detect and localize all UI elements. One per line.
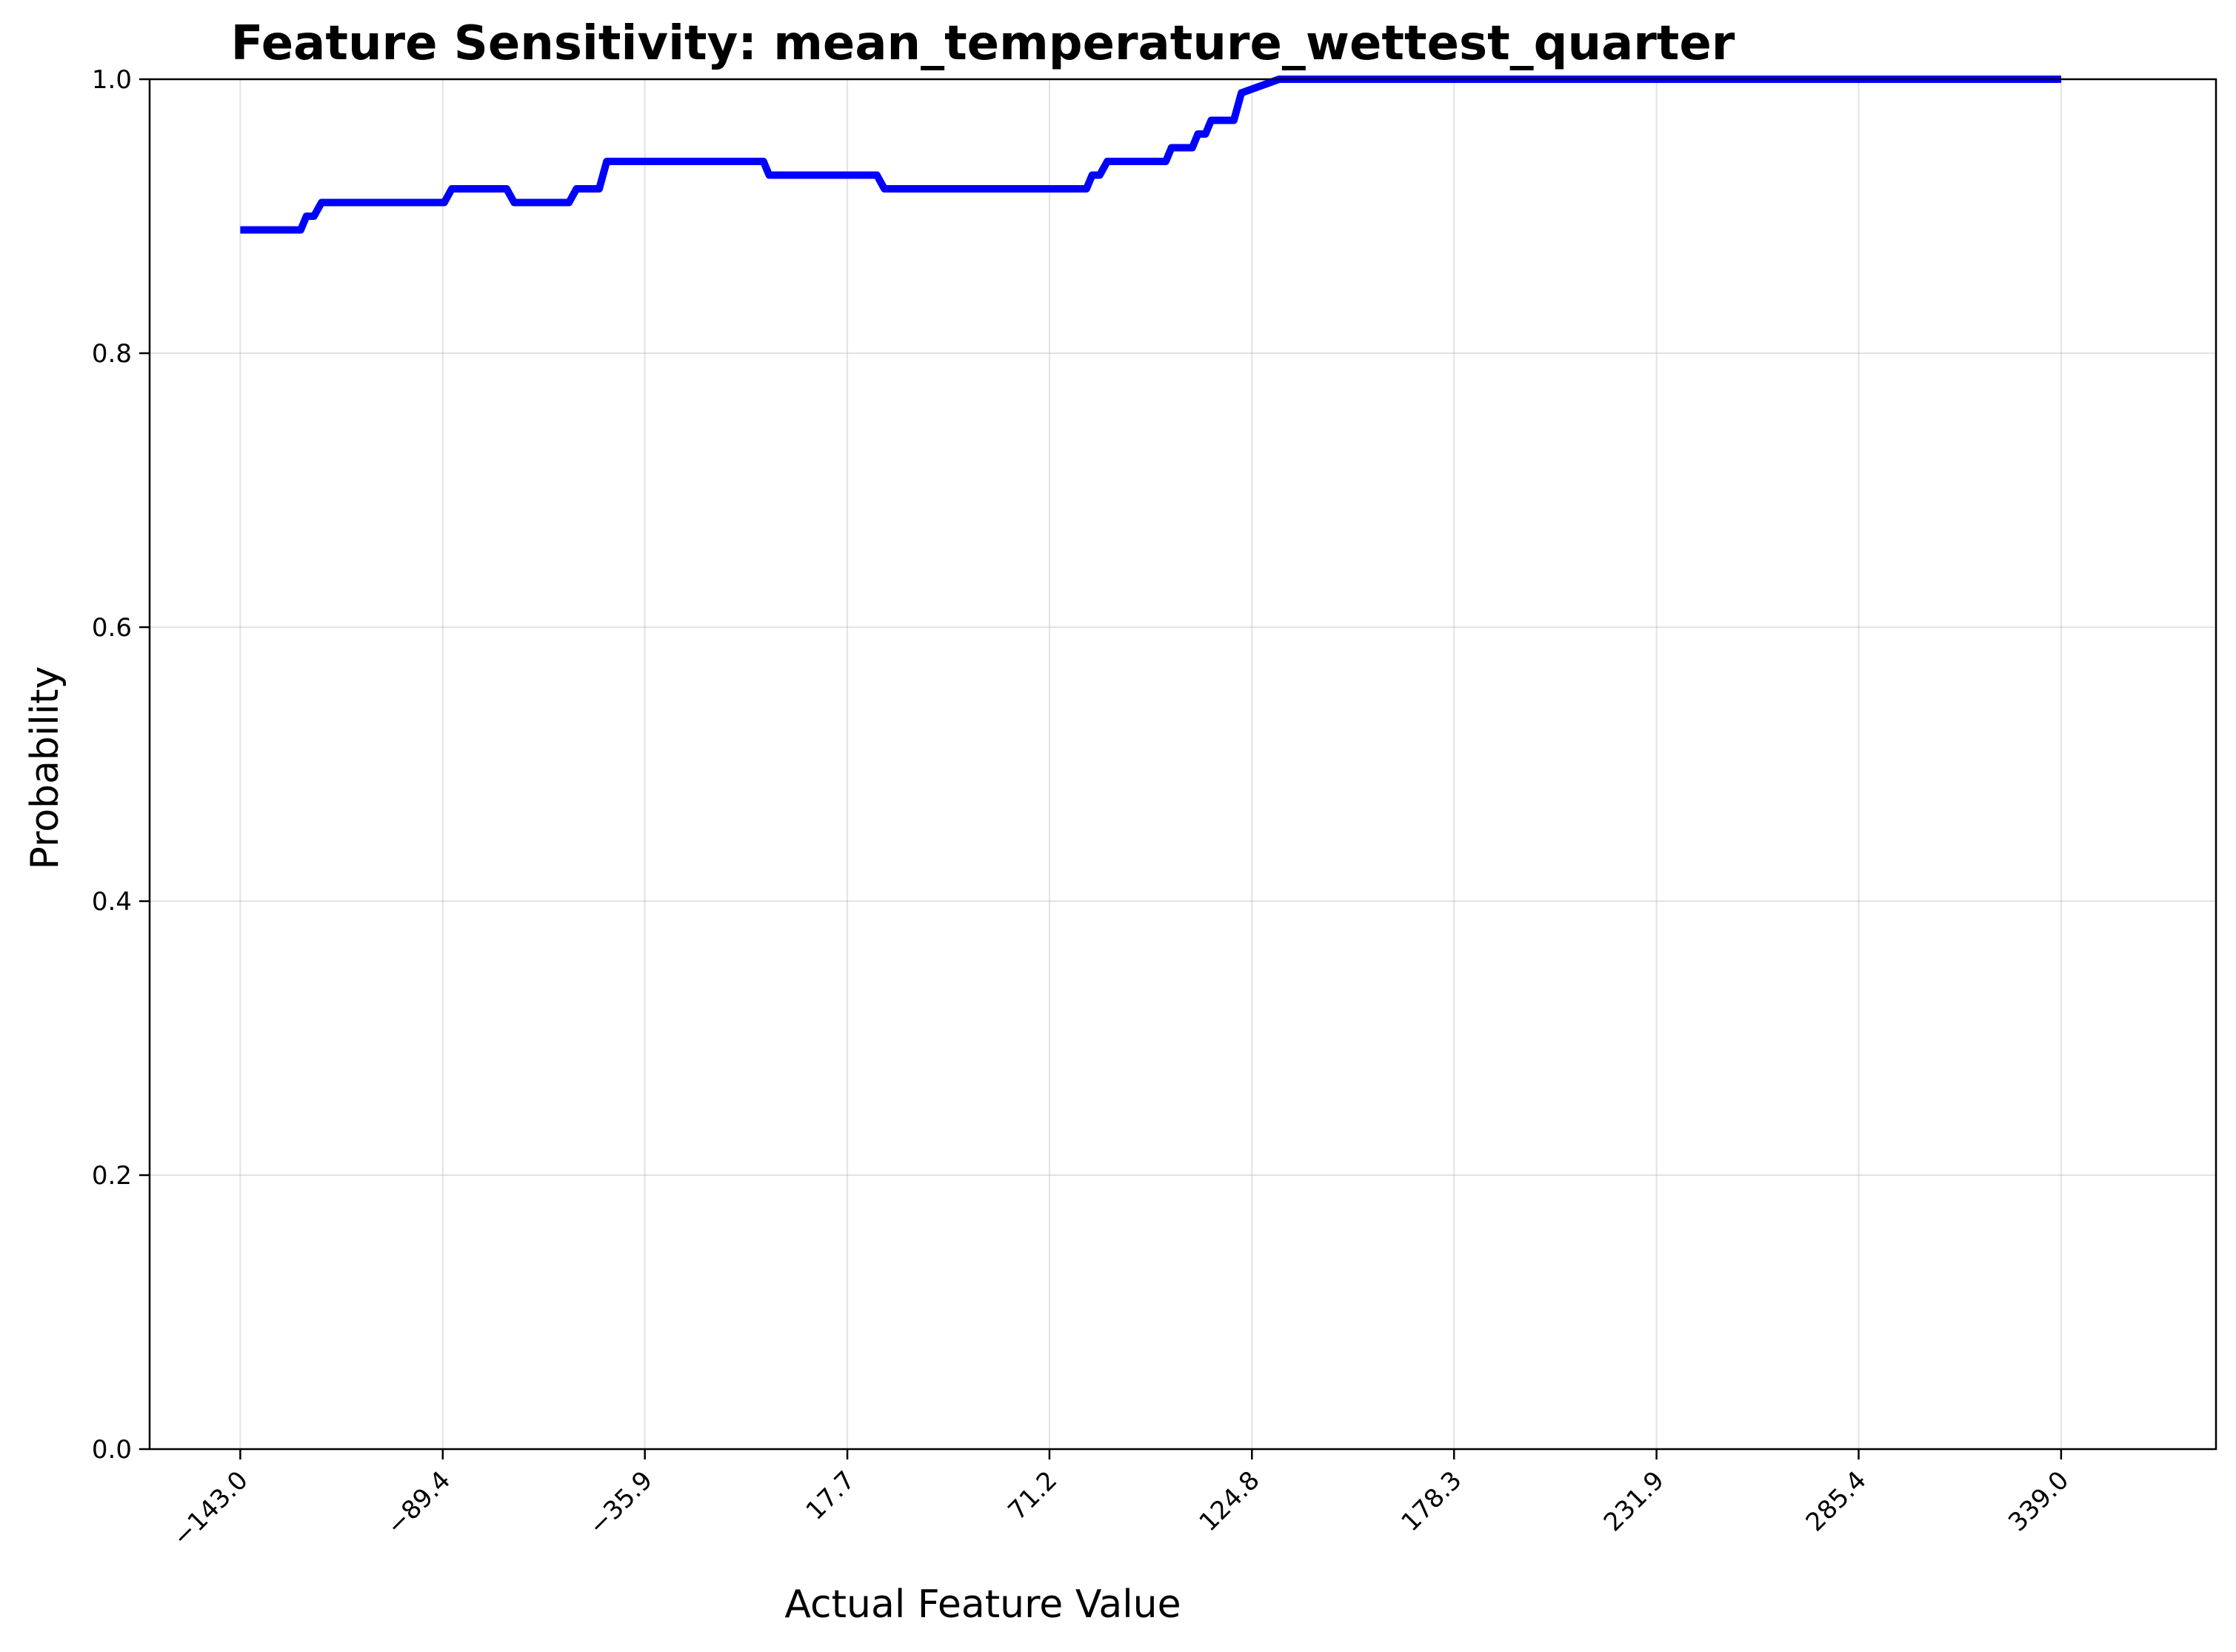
- probability-series-line: [240, 76, 2061, 234]
- y-tick-label: 0.6: [92, 613, 132, 643]
- x-axis-label: Actual Feature Value: [784, 1582, 1181, 1627]
- y-axis-label: Probability: [23, 666, 67, 870]
- y-tick-label: 1.0: [92, 65, 132, 95]
- series-layer: [240, 76, 2061, 234]
- plot-frame: [148, 78, 2217, 1451]
- y-tick-label: 0.8: [92, 339, 132, 369]
- y-tick-label: 0.4: [92, 887, 132, 917]
- chart-title: Feature Sensitivity: mean_temperature_we…: [231, 16, 1735, 71]
- y-tick-label: 0.0: [92, 1435, 132, 1465]
- y-tick-label: 0.2: [92, 1161, 132, 1191]
